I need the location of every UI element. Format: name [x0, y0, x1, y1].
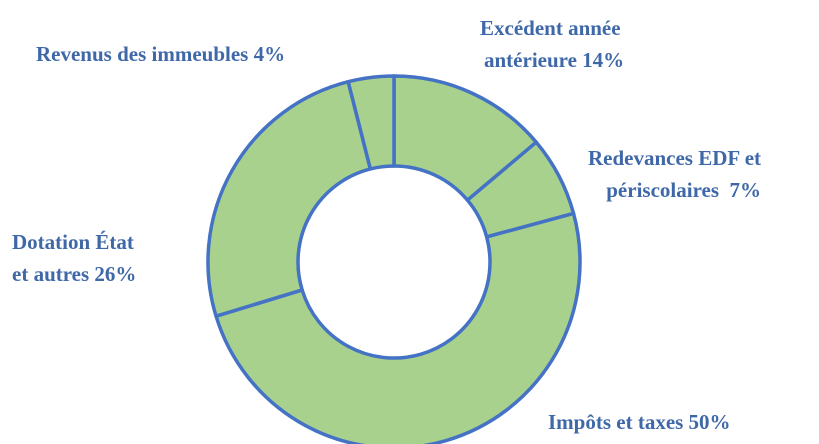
donut-slice-revenus [346, 74, 396, 171]
slice-label-impots: Impôts et taxes 50% [548, 410, 731, 434]
slice-label-revenus: Revenus des immeubles 4% [36, 42, 286, 66]
donut-slice-dotation [206, 79, 373, 318]
slice-label-excedent: Excédent année antérieure 14% [480, 16, 625, 72]
donut-slice-impots [214, 211, 582, 444]
slice-label-dotation: Dotation État et autres 26% [12, 230, 137, 286]
slice-label-redevances: Redevances EDF et périscolaires 7% [588, 146, 762, 202]
